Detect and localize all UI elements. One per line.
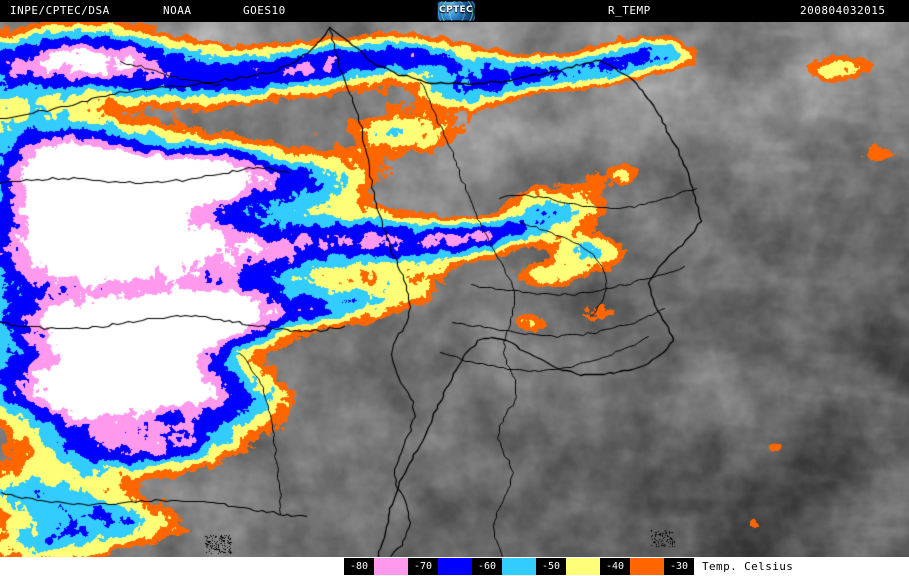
colorbar-tick-minus30: -30 <box>664 558 694 575</box>
image-header-bar: INPE/CPTEC/DSA NOAA GOES10 R_TEMP 200804… <box>0 0 909 22</box>
cptec-globe-logo-icon: CPTEC <box>437 1 475 21</box>
colorbar-tick-minus70: -70 <box>408 558 438 575</box>
colorbar-swatch-magenta <box>374 558 408 575</box>
colorbar-tick-minus40: -40 <box>600 558 630 575</box>
temperature-colorbar: -80 -70 -60 -50 -40 -30 Temp. Celsius <box>0 557 909 576</box>
colorbar-units-label: Temp. Celsius <box>702 560 794 573</box>
colorbar-swatch-strip: -80 -70 -60 -50 -40 -30 <box>310 558 694 575</box>
header-timestamp-label: 200804032015 <box>800 4 886 17</box>
colorbar-tick-minus60: -60 <box>472 558 502 575</box>
colorbar-swatch-coldest-white <box>310 558 344 575</box>
colorbar-tick-minus80: -80 <box>344 558 374 575</box>
colorbar-swatch-cyan <box>502 558 536 575</box>
infrared-brightness-temperature-map <box>0 22 909 557</box>
colorbar-tick-minus50: -50 <box>536 558 566 575</box>
logo-outer-ring-icon <box>438 1 475 21</box>
logo-mid-ring-icon <box>441 1 473 21</box>
colorbar-swatch-yellow <box>566 558 600 575</box>
logo-text: CPTEC <box>438 5 474 15</box>
header-product-label: R_TEMP <box>608 4 651 17</box>
logo-inner-ring-icon <box>449 1 465 21</box>
header-agency-label: NOAA <box>163 4 192 17</box>
header-institute-label: INPE/CPTEC/DSA <box>10 4 110 17</box>
header-satellite-label: GOES10 <box>243 4 286 17</box>
colorbar-swatch-blue <box>438 558 472 575</box>
colorbar-swatch-orange <box>630 558 664 575</box>
satellite-imagery-panel <box>0 22 909 557</box>
